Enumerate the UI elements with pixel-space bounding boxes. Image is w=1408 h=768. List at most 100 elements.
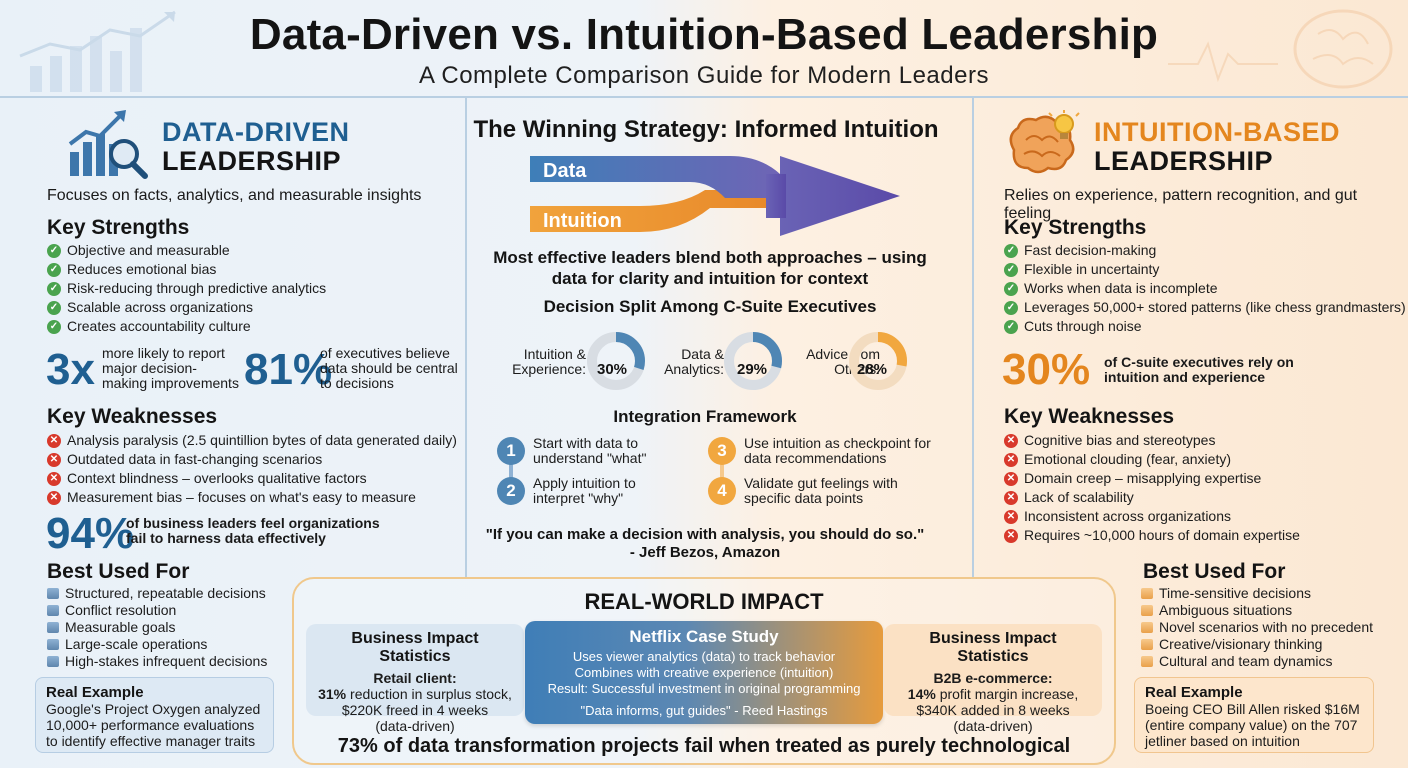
right-heading-line2: LEADERSHIP <box>1094 146 1274 176</box>
column-divider-left <box>465 98 467 578</box>
netflix-line2: Combines with creative experience (intui… <box>574 665 834 680</box>
right-example-text: Boeing CEO Bill Allen risked $16M (entir… <box>1145 701 1360 749</box>
right-impact-heading: Business Impact Statistics <box>929 630 1057 665</box>
step-number-3: 3 <box>708 437 736 465</box>
list-item: ✕ Analysis paralysis (2.5 quintillion byt… <box>47 431 457 450</box>
left-example-title: Real Example <box>46 684 144 701</box>
right-weaknesses-title: Key Weaknesses <box>1004 405 1175 428</box>
list-item: ✓ Risk-reducing through predictive analyt… <box>47 279 326 298</box>
bullet-icon <box>47 605 59 616</box>
left-stat3-number: 94% <box>46 509 135 558</box>
left-stat1-number: 3x <box>46 345 95 394</box>
cross-icon: ✕ <box>47 452 61 467</box>
step-text-2: Apply intuition to interpret "why" <box>533 475 636 506</box>
list-item: ✓ Scalable across organizations <box>47 298 326 317</box>
bullet-icon <box>1141 622 1153 633</box>
list-item: ✓ Objective and measurable <box>47 241 326 260</box>
arrow-intuition-label: Intuition <box>543 210 622 232</box>
left-stat2-text: of executives believe data should be cen… <box>320 345 458 391</box>
left-heading-line1: DATA-DRIVEN <box>162 117 350 147</box>
right-impact-line2: $340K added in 8 weeks <box>916 702 1070 718</box>
check-icon: ✓ <box>1004 281 1018 296</box>
left-impact-client: Retail client: <box>373 670 457 686</box>
left-strengths-list: ✓ Objective and measurable ✓ Reduces emoti… <box>47 241 326 336</box>
list-item: Large-scale operations <box>47 636 267 653</box>
bullet-icon <box>1141 588 1153 599</box>
cross-icon: ✕ <box>1004 452 1018 467</box>
check-icon: ✓ <box>1004 262 1018 277</box>
middle-description: Most effective leaders blend both approa… <box>493 248 927 288</box>
check-icon: ✓ <box>47 300 61 315</box>
list-item: Measurable goals <box>47 619 267 636</box>
list-item: ✕ Inconsistent across organizations <box>1004 507 1300 526</box>
netflix-heading: Netflix Case Study <box>629 627 779 646</box>
bottom-statistic: 73% of data transformation projects fail… <box>337 735 1071 757</box>
left-heading-line2: LEADERSHIP <box>162 146 342 176</box>
list-item: ✓ Leverages 50,000+ stored patterns (like… <box>1004 298 1406 317</box>
left-impact-line2: $220K freed in 4 weeks <box>341 702 489 718</box>
list-item: ✓ Creates accountability culture <box>47 317 326 336</box>
cross-icon: ✕ <box>47 471 61 486</box>
list-item: Creative/visionary thinking <box>1141 636 1373 653</box>
donut-label-data: Data & Analytics: <box>664 346 724 377</box>
right-impact-line1: 14% profit margin increase, <box>907 686 1079 702</box>
right-stat-number: 30% <box>1002 345 1091 394</box>
left-example-text: Google's Project Oxygen analyzed 10,000+… <box>46 701 261 749</box>
cross-icon: ✕ <box>47 490 61 505</box>
bullet-icon <box>1141 656 1153 667</box>
step-number-2: 2 <box>497 477 525 505</box>
left-impact-line1: 31% reduction in surplus stock, <box>318 686 512 702</box>
right-example-title: Real Example <box>1145 684 1243 701</box>
left-description: Focuses on facts, analytics, and measura… <box>47 187 422 204</box>
donut-label-intuition: Intuition & Experience: <box>512 346 586 377</box>
list-item: ✕ Emotional clouding (fear, anxiety) <box>1004 450 1300 469</box>
donut-pct-advice: 28% <box>857 361 888 378</box>
bullet-icon <box>47 639 59 650</box>
merge-arrow-graphic <box>530 156 900 236</box>
netflix-line1: Uses viewer analytics (data) to track be… <box>572 649 836 664</box>
check-icon: ✓ <box>1004 319 1018 334</box>
right-strengths-title: Key Strengths <box>1004 216 1147 239</box>
cross-icon: ✕ <box>1004 471 1018 486</box>
list-item: ✓ Reduces emotional bias <box>47 260 326 279</box>
check-icon: ✓ <box>47 281 61 296</box>
real-world-impact-title: REAL-WORLD IMPACT <box>584 589 824 614</box>
cross-icon: ✕ <box>1004 528 1018 543</box>
list-item: High-stakes infrequent decisions <box>47 653 267 670</box>
list-item: ✕ Requires ~10,000 hours of domain expert… <box>1004 526 1300 545</box>
cross-icon: ✕ <box>1004 433 1018 448</box>
arrow-data-label: Data <box>543 160 587 182</box>
left-impact-box: Business Impact Statistics Retail client… <box>306 624 524 734</box>
netflix-case-study-box: Netflix Case Study Uses viewer analytics… <box>525 621 883 724</box>
list-item: Structured, repeatable decisions <box>47 585 267 602</box>
step-text-4: Validate gut feelings with specific data… <box>744 475 898 506</box>
list-item: ✓ Cuts through noise <box>1004 317 1406 336</box>
right-example-box: Real Example Boeing CEO Bill Allen riske… <box>1134 677 1374 753</box>
list-item: ✕ Cognitive bias and stereotypes <box>1004 431 1300 450</box>
left-stat1-text: more likely to report major decision-mak… <box>102 345 239 391</box>
left-impact-heading: Business Impact Statistics <box>351 630 479 665</box>
bullet-icon <box>1141 639 1153 650</box>
donut-chart-data <box>724 332 782 390</box>
list-item: ✕ Lack of scalability <box>1004 488 1300 507</box>
list-item: Conflict resolution <box>47 602 267 619</box>
left-weaknesses-title: Key Weaknesses <box>47 405 218 428</box>
check-icon: ✓ <box>1004 243 1018 258</box>
list-item: Time-sensitive decisions <box>1141 585 1373 602</box>
cross-icon: ✕ <box>47 433 61 448</box>
donut-arc <box>849 332 907 390</box>
donut-pct-intuition: 30% <box>597 361 628 378</box>
cross-icon: ✕ <box>1004 490 1018 505</box>
list-item: ✓ Works when data is incomplete <box>1004 279 1406 298</box>
left-weaknesses-list: ✕ Analysis paralysis (2.5 quintillion byt… <box>47 431 457 507</box>
left-impact-line3: (data-driven) <box>375 718 455 734</box>
list-item: ✕ Domain creep – misapplying expertise <box>1004 469 1300 488</box>
bullet-icon <box>47 656 59 667</box>
donut-arc <box>724 332 782 390</box>
netflix-line3: Result: Successful investment in origina… <box>547 681 861 696</box>
page-subtitle: A Complete Comparison Guide for Modern L… <box>419 62 989 89</box>
list-item: ✕ Measurement bias – focuses on what's ea… <box>47 488 457 507</box>
decision-split-title: Decision Split Among C-Suite Executives <box>543 297 877 316</box>
list-item: ✓ Flexible in uncertainty <box>1004 260 1406 279</box>
column-divider-right <box>972 98 974 578</box>
